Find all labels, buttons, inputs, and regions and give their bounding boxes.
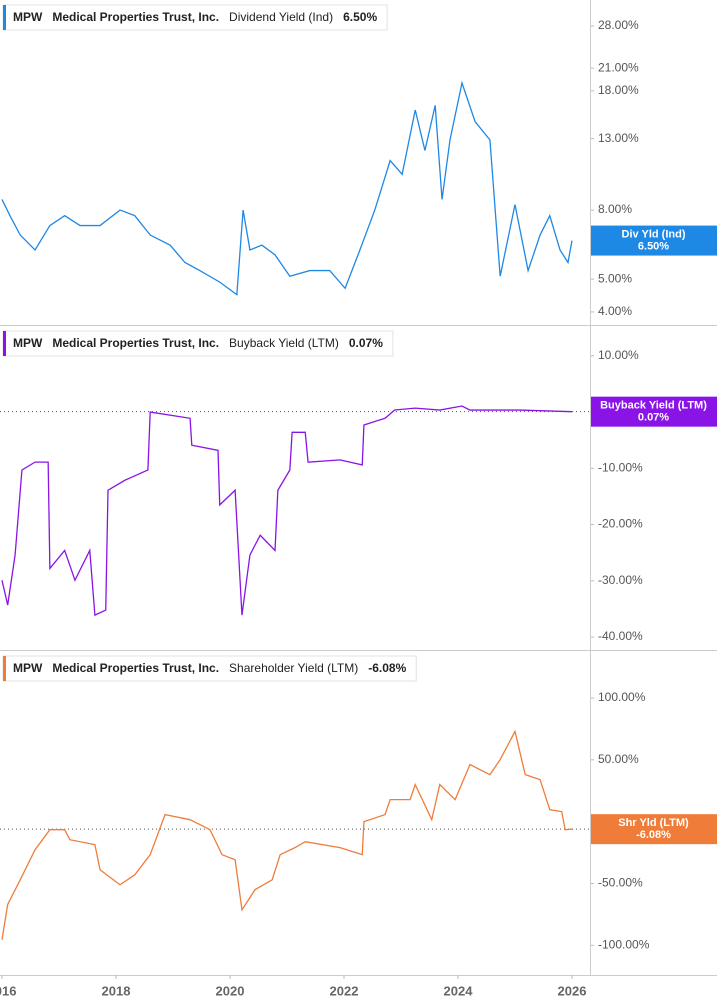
legend: MPW Medical Properties Trust, Inc. Shareho… — [2, 655, 417, 682]
legend: MPW Medical Properties Trust, Inc. Dividen… — [2, 4, 388, 31]
x-tick-label: 2016 — [0, 983, 16, 998]
legend-accent — [3, 331, 6, 356]
x-tick-label: 2022 — [330, 983, 359, 998]
legend-accent — [3, 5, 6, 30]
y-tick-label: -40.00% — [598, 629, 643, 643]
series-line — [1, 80, 573, 296]
legend-box — [2, 330, 394, 357]
y-tick-label: -20.00% — [598, 517, 643, 531]
value-tag-name: Buyback Yield (LTM) — [600, 400, 707, 412]
legend-value: 6.50% — [343, 10, 377, 24]
legend-text: Medical Properties Trust, Inc. — [52, 336, 219, 350]
legend-text: Buyback Yield (LTM) — [229, 336, 339, 350]
y-tick-label: 28.00% — [598, 18, 639, 32]
legend-text: Medical Properties Trust, Inc. — [52, 661, 219, 675]
y-tick-label: -100.00% — [598, 937, 650, 951]
x-tick-label: 2020 — [216, 983, 245, 998]
legend-text: Shareholder Yield (LTM) — [229, 661, 358, 675]
legend-value: 0.07% — [349, 336, 383, 350]
value-tag-label: -6.08% — [636, 829, 671, 841]
series-line — [1, 405, 573, 617]
legend-text: Dividend Yield (Ind) — [229, 10, 333, 24]
y-tick-label: 10.00% — [598, 348, 639, 362]
value-tag-label: 6.50% — [638, 240, 669, 252]
legend-text: Medical Properties Trust, Inc. — [52, 10, 219, 24]
value-tag-name: Shr Yld (LTM) — [618, 817, 689, 829]
legend-text: MPW — [13, 336, 43, 350]
series-line — [1, 729, 573, 940]
legend-text: MPW — [13, 661, 43, 675]
plot — [0, 729, 590, 940]
legend: MPW Medical Properties Trust, Inc. Buyback… — [2, 330, 394, 357]
y-tick-label: 18.00% — [598, 83, 639, 97]
legend-value: -6.08% — [368, 661, 406, 675]
x-tick-label: 2018 — [102, 983, 131, 998]
y-tick-label: 100.00% — [598, 690, 646, 704]
y-tick-label: 13.00% — [598, 131, 639, 145]
y-tick-label: 5.00% — [598, 271, 632, 285]
y-tick-label: -30.00% — [598, 573, 643, 587]
value-tag — [591, 225, 717, 256]
y-tick-label: 50.00% — [598, 752, 639, 766]
y-tick-label: -50.00% — [598, 876, 643, 890]
plot — [0, 405, 590, 617]
plot — [1, 80, 573, 296]
legend-accent — [3, 656, 6, 681]
x-tick-label: 2024 — [444, 983, 474, 998]
y-tick-label: -10.00% — [598, 460, 643, 474]
value-tag-label: 0.07% — [638, 412, 669, 424]
legend-box — [2, 655, 417, 682]
y-tick-label: 8.00% — [598, 202, 632, 216]
y-tick-label: 4.00% — [598, 304, 632, 318]
x-tick-label: 2026 — [558, 983, 587, 998]
legend-text: MPW — [13, 10, 43, 24]
value-tag — [591, 396, 717, 427]
y-tick-label: 21.00% — [598, 60, 639, 74]
value-tag — [591, 814, 717, 845]
value-tag-name: Div Yld (Ind) — [622, 228, 686, 240]
